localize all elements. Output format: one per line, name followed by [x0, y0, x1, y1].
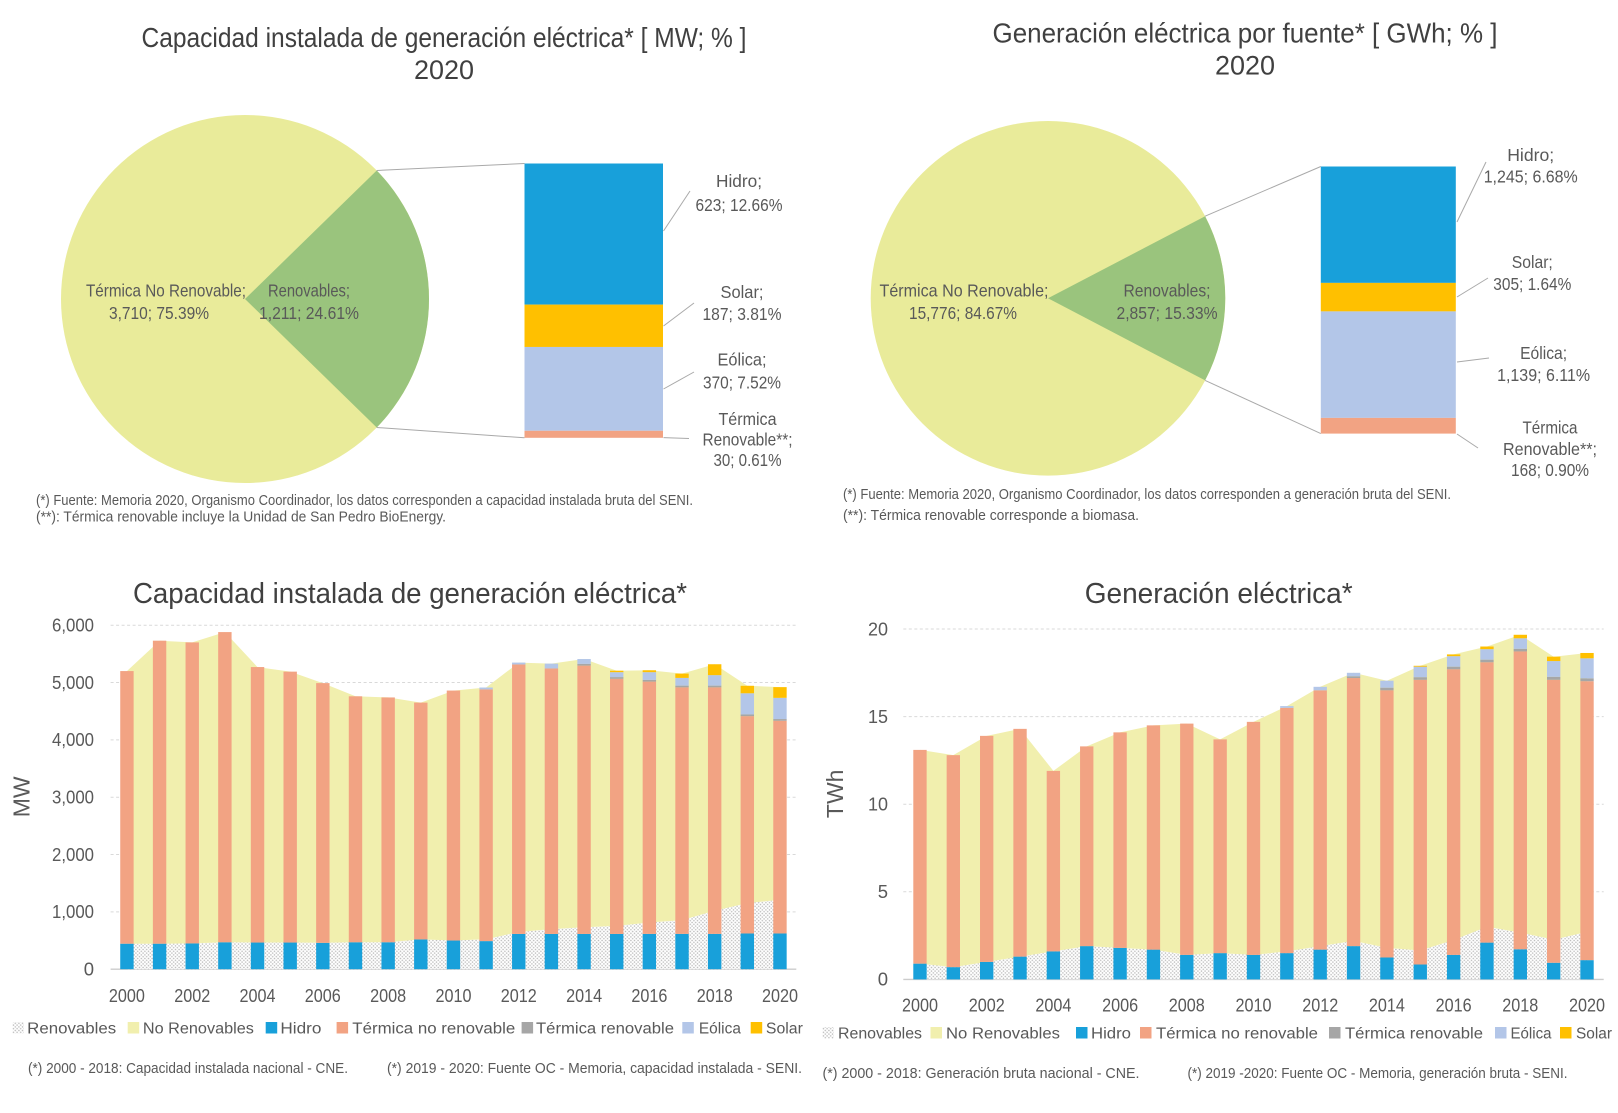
svg-text:187; 3.81%: 187; 3.81% [703, 304, 782, 324]
svg-text:2008: 2008 [1169, 995, 1205, 1016]
svg-text:Hidro;: Hidro; [1507, 145, 1554, 165]
svg-text:2010: 2010 [436, 985, 472, 1006]
svg-text:1,139; 6.11%: 1,139; 6.11% [1497, 365, 1590, 385]
svg-text:2004: 2004 [240, 985, 276, 1006]
svg-text:2020: 2020 [1215, 51, 1275, 81]
svg-text:2018: 2018 [697, 985, 733, 1006]
svg-text:Térmica No Renovable;: Térmica No Renovable; [86, 281, 246, 301]
svg-text:2012: 2012 [501, 985, 537, 1006]
svg-text:(**): Térmica renovable corres: (**): Térmica renovable corresponde a bi… [843, 507, 1139, 524]
svg-text:(*) Fuente: Memoria 2020, Orga: (*) Fuente: Memoria 2020, Organismo Coor… [36, 492, 693, 509]
svg-text:Generación eléctrica por fuent: Generación eléctrica por fuente* [ GWh; … [993, 18, 1498, 49]
svg-text:2020: 2020 [762, 985, 798, 1006]
svg-text:Térmica renovable: Térmica renovable [536, 1021, 674, 1038]
svg-text:Eólica: Eólica [1511, 1026, 1552, 1043]
svg-text:Renovables: Renovables [27, 1021, 116, 1038]
svg-text:0: 0 [878, 969, 888, 990]
svg-text:Hidro: Hidro [280, 1021, 321, 1038]
svg-text:5: 5 [878, 881, 888, 902]
svg-text:Eólica: Eólica [699, 1021, 741, 1038]
svg-text:2010: 2010 [1236, 995, 1272, 1016]
svg-text:2000: 2000 [109, 985, 145, 1006]
svg-text:(**): Térmica renovable incluy: (**): Térmica renovable incluye la Unida… [36, 509, 446, 526]
svg-text:Capacidad instalada de generac: Capacidad instalada de generación eléctr… [133, 578, 687, 610]
svg-text:Renovable**;: Renovable**; [703, 430, 793, 450]
svg-text:Hidro: Hidro [1091, 1026, 1131, 1043]
svg-text:2002: 2002 [174, 985, 210, 1006]
svg-text:Térmica No Renovable;: Térmica No Renovable; [880, 281, 1049, 301]
svg-text:2020: 2020 [1569, 995, 1605, 1016]
svg-text:Térmica renovable: Térmica renovable [1345, 1026, 1483, 1043]
svg-text:3,000: 3,000 [52, 787, 94, 808]
svg-text:(*) 2000 - 2018: Capacidad ins: (*) 2000 - 2018: Capacidad instalada nac… [28, 1060, 348, 1077]
svg-text:2016: 2016 [631, 985, 667, 1006]
svg-text:1,211; 24.61%: 1,211; 24.61% [259, 303, 359, 323]
svg-text:4,000: 4,000 [52, 729, 94, 750]
svg-text:10: 10 [868, 794, 888, 815]
svg-text:Eólica;: Eólica; [1520, 343, 1567, 363]
svg-text:2006: 2006 [1102, 995, 1138, 1016]
svg-text:623; 12.66%: 623; 12.66% [696, 195, 783, 215]
svg-text:Térmica no renovable: Térmica no renovable [352, 1021, 515, 1038]
svg-text:Solar;: Solar; [1512, 252, 1553, 272]
svg-text:2,857; 15.33%: 2,857; 15.33% [1117, 303, 1218, 323]
svg-text:15,776; 84.67%: 15,776; 84.67% [909, 303, 1017, 323]
svg-text:2002: 2002 [969, 995, 1005, 1016]
svg-text:(*) 2019 -2020: Fuente OC - Me: (*) 2019 -2020: Fuente OC - Memoria, gen… [1188, 1065, 1568, 1082]
svg-text:2,000: 2,000 [52, 844, 94, 865]
svg-text:168; 0.90%: 168; 0.90% [1511, 460, 1589, 480]
svg-text:30; 0.61%: 30; 0.61% [714, 450, 782, 470]
svg-text:2016: 2016 [1436, 995, 1472, 1016]
svg-text:2014: 2014 [566, 985, 602, 1006]
svg-text:305; 1.64%: 305; 1.64% [1493, 274, 1571, 294]
svg-text:1,245; 6.68%: 1,245; 6.68% [1484, 167, 1578, 187]
svg-text:Solar: Solar [766, 1021, 803, 1038]
svg-text:2006: 2006 [305, 985, 341, 1006]
svg-text:Térmica: Térmica [719, 409, 777, 429]
svg-text:(*) Fuente: Memoria 2020, Orga: (*) Fuente: Memoria 2020, Organismo Coor… [843, 486, 1451, 503]
svg-text:TWh: TWh [822, 770, 848, 819]
svg-text:Solar: Solar [1576, 1026, 1612, 1043]
svg-text:20: 20 [868, 618, 888, 639]
svg-text:Térmica no renovable: Térmica no renovable [1156, 1026, 1318, 1043]
svg-text:0: 0 [84, 959, 94, 980]
svg-text:(*) 2019 - 2020: Fuente OC - M: (*) 2019 - 2020: Fuente OC - Memoria, ca… [387, 1060, 802, 1077]
svg-text:2004: 2004 [1035, 995, 1071, 1016]
svg-text:3,710; 75.39%: 3,710; 75.39% [109, 303, 209, 323]
svg-text:2012: 2012 [1302, 995, 1338, 1016]
svg-text:MW: MW [9, 776, 35, 817]
svg-text:5,000: 5,000 [52, 672, 94, 693]
svg-text:No Renovables: No Renovables [143, 1021, 254, 1038]
svg-text:2000: 2000 [902, 995, 938, 1016]
svg-text:(*) 2000 - 2018: Generación br: (*) 2000 - 2018: Generación bruta nacion… [823, 1065, 1140, 1082]
svg-text:Térmica: Térmica [1523, 418, 1578, 438]
svg-text:Generación eléctrica*: Generación eléctrica* [1085, 578, 1353, 610]
svg-text:Solar;: Solar; [721, 282, 764, 302]
svg-text:370; 7.52%: 370; 7.52% [703, 373, 781, 393]
svg-text:2020: 2020 [414, 55, 474, 85]
svg-text:1,000: 1,000 [52, 901, 94, 922]
svg-text:2018: 2018 [1502, 995, 1538, 1016]
svg-text:6,000: 6,000 [52, 615, 94, 636]
svg-text:2014: 2014 [1369, 995, 1405, 1016]
svg-text:Renovables: Renovables [838, 1026, 922, 1043]
svg-text:2008: 2008 [370, 985, 406, 1006]
svg-text:Renovables;: Renovables; [1124, 281, 1211, 301]
svg-text:15: 15 [868, 706, 888, 727]
svg-text:Capacidad instalada de generac: Capacidad instalada de generación eléctr… [142, 22, 747, 53]
svg-text:Eólica;: Eólica; [718, 350, 767, 370]
svg-text:Hidro;: Hidro; [716, 171, 762, 191]
svg-text:No Renovables: No Renovables [946, 1026, 1060, 1043]
svg-text:Renovables;: Renovables; [268, 281, 350, 301]
svg-text:Renovable**;: Renovable**; [1503, 439, 1597, 459]
